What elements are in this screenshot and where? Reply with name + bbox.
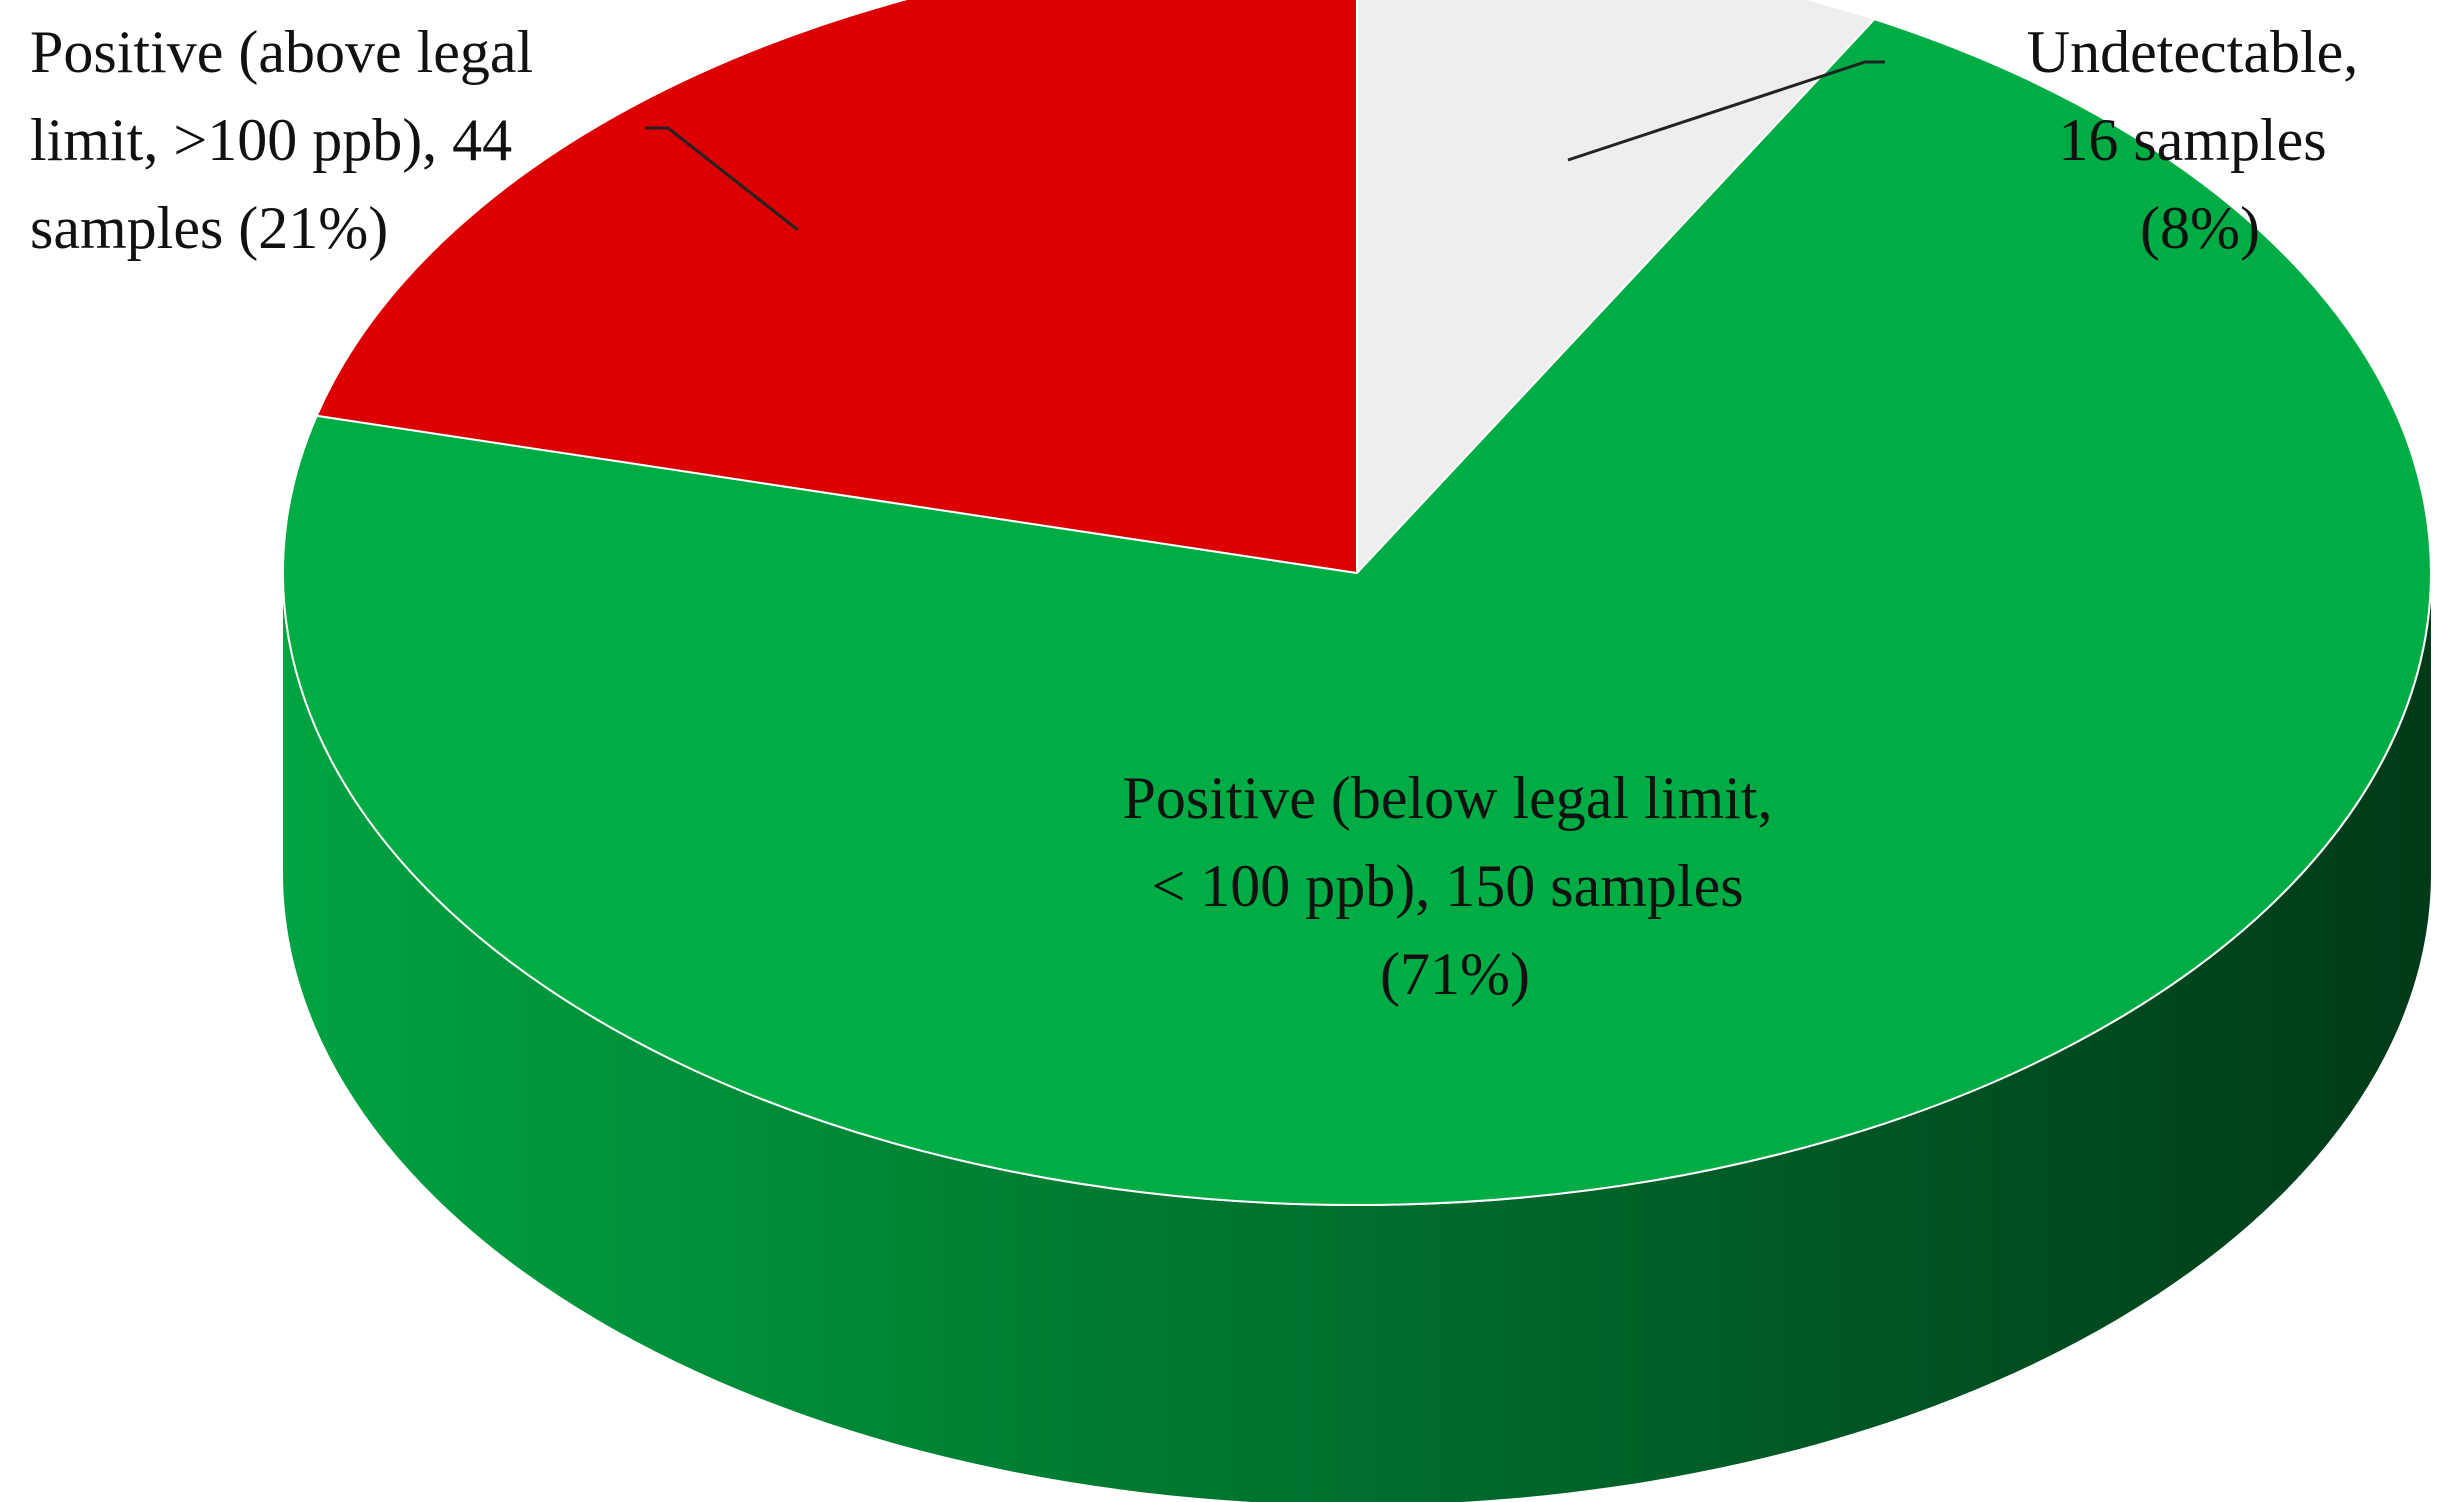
leader-line-above-limit bbox=[645, 126, 799, 232]
label-above-limit-line-1: Positive (above legal bbox=[30, 19, 533, 85]
label-below-limit: Positive (below legal limit, < 100 ppb),… bbox=[1123, 765, 1788, 1007]
label-undetectable-line-3: (8%) bbox=[2140, 195, 2260, 261]
label-above-limit-line-2: limit, >100 ppb), 44 bbox=[30, 107, 512, 173]
label-below-limit-line-1: Positive (below legal limit, bbox=[1123, 765, 1773, 831]
pie-side-wall bbox=[283, 573, 2431, 1502]
label-undetectable-line-2: 16 samples bbox=[2058, 107, 2326, 173]
label-above-limit: Positive (above legal limit, >100 ppb), … bbox=[30, 19, 548, 261]
label-undetectable-line-1: Undetectable, bbox=[2027, 19, 2359, 85]
label-below-limit-line-2: < 100 ppb), 150 samples bbox=[1151, 853, 1743, 919]
label-above-limit-line-3: samples (21%) bbox=[30, 195, 388, 261]
pie-slice-undetectable bbox=[1356, 0, 1876, 574]
leader-line-undetectable bbox=[1567, 60, 1885, 162]
pie-slice-below-limit bbox=[281, 18, 2432, 1207]
label-below-limit-line-3: (71%) bbox=[1380, 941, 1530, 1007]
pie-slice-above-limit bbox=[315, 0, 1358, 574]
label-undetectable: Undetectable, 16 samples (8%) bbox=[2027, 19, 2374, 261]
